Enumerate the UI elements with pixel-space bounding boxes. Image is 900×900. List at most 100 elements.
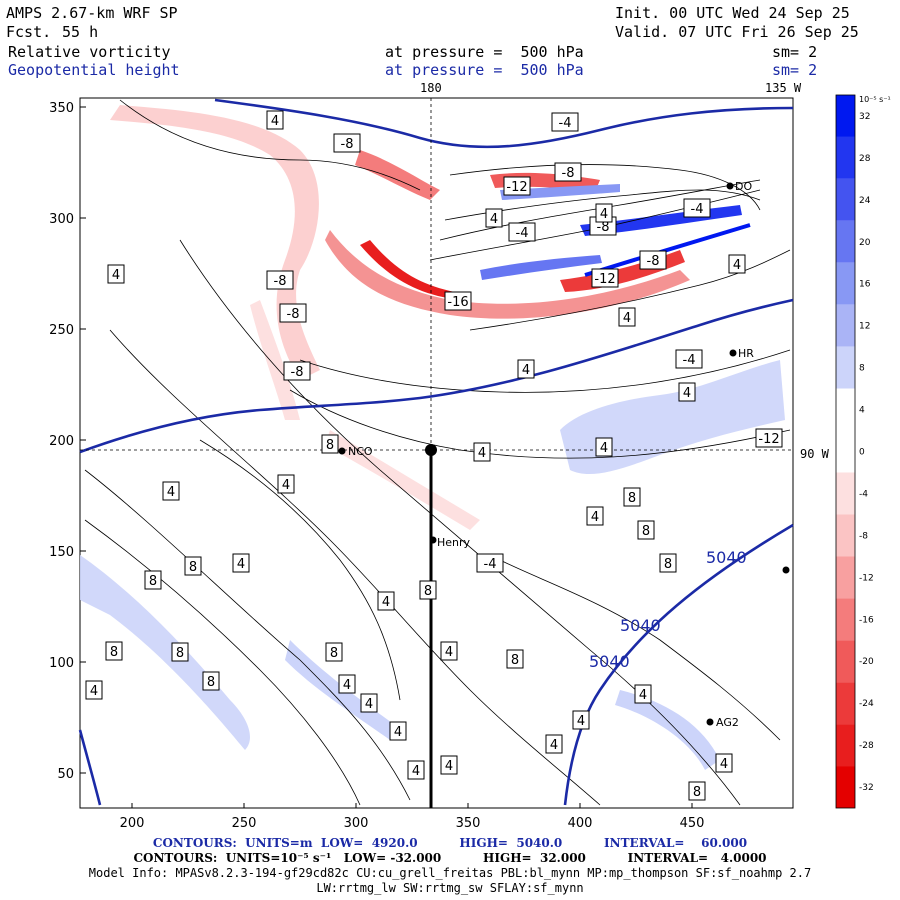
height-label: 5040 [589,652,630,671]
field1-pressure: at pressure = 500 hPa [385,43,584,61]
vorticity-label: -8 [597,220,610,235]
colorbar-label: -28 [859,741,874,751]
vorticity-label: -12 [758,432,779,447]
neg-vorticity-band [250,300,300,420]
vorticity-label-box [338,674,356,694]
vorticity-label-box [728,254,746,274]
vorticity-label-box [266,270,294,290]
vorticity-label: 4 [90,684,98,699]
vorticity-label-box [623,487,641,507]
y-tick-label: 50 [57,767,74,782]
pos-vorticity-band [615,690,720,770]
vorticity-label-box [85,680,103,700]
y-tick-label: 100 [49,656,74,671]
contour-line [449,164,761,211]
vorticity-label: -8 [274,274,287,289]
vorticity-label: -8 [647,254,660,269]
station-marker-nco [338,447,346,455]
pos-vorticity-band [560,360,785,475]
y-tick-label: 150 [49,545,74,560]
vorticity-label-box [545,734,563,754]
station-marker-hr [729,349,737,357]
vorticity-label-box [144,570,162,590]
colorbar-label: 16 [859,280,871,290]
vorticity-label-box [618,307,636,327]
vorticity-label: 4 [412,764,420,779]
vorticity-label: 8 [189,560,197,575]
contour-line [499,559,781,741]
vorticity-label-box [675,349,703,369]
vorticity-label-box [755,428,783,448]
vorticity-label: -8 [341,137,354,152]
colorbar-label: 20 [859,238,871,248]
height-contour [78,729,102,806]
vorticity-label: 4 [271,114,279,129]
colorbar-swatch [836,136,855,179]
vorticity-label: -4 [484,557,497,572]
forecast-hour: 55 h [62,23,99,41]
vorticity-label: 4 [591,510,599,525]
vorticity-label-box [659,553,677,573]
vorticity-label: 8 [326,438,334,453]
vorticity-label-box [506,649,524,669]
colorbar-label: -20 [859,657,874,667]
y-tick-label: 350 [49,101,74,116]
station-label-nco: NCO [348,445,373,458]
vorticity-label-box [637,520,655,540]
station-label-henry: Henry [437,536,471,549]
footer-vorticity-contours: CONTOURS: UNITS=10⁻⁵ s⁻¹ LOW= -32.000 HI… [133,851,767,865]
vorticity-label: 4 [600,441,608,456]
x-tick-label: 450 [680,816,705,831]
colorbar-label: 12 [859,322,870,332]
neg-vorticity-band [110,105,320,380]
colorbar-label: -4 [859,489,868,499]
vorticity-label-box [419,580,437,600]
vorticity-label-box [591,268,619,288]
vorticity-label: 4 [720,757,728,772]
vorticity-label-box [572,710,590,730]
colorbar-label: 4 [859,406,865,416]
vorticity-label-box [107,264,125,284]
vorticity-label: -8 [291,365,304,380]
colorbar-swatch [836,724,855,767]
vorticity-label: 8 [330,646,338,661]
contour-line [119,99,421,191]
vorticity-label-box [105,641,123,661]
vorticity-label-box [184,556,202,576]
vorticity-label-box [508,222,536,242]
colorbar-swatch [836,220,855,263]
contour-line [299,349,791,393]
vorticity-label: -8 [287,307,300,322]
vorticity-label-box [407,760,425,780]
pos-vorticity-band [500,184,620,200]
neg-vorticity-band [325,230,690,319]
valid-time: Valid. 07 UTC Fri 26 Sep 25 [615,23,859,41]
y-tick-label: 200 [49,434,74,449]
vorticity-label: 4 [343,678,351,693]
colorbar-label: 8 [859,364,865,374]
vorticity-label: 4 [550,738,558,753]
vorticity-label: -16 [447,295,468,310]
height-contour [79,298,794,454]
station-marker-do [726,182,734,190]
axes: 200 250 300 350 400 450 350 300 250 200 150 100 50 [49,101,704,831]
vorticity-label: 4 [577,714,585,729]
vorticity-label-box [678,382,696,402]
height-contour [214,98,794,149]
vorticity-label-box [688,781,706,801]
vorticity-label-box [266,110,284,130]
field2-smoothing: sm= 2 [772,61,818,79]
lon-label-135w: 135 W [765,81,802,95]
vorticity-label-box [325,642,343,662]
vorticity-label: -4 [516,226,529,241]
vorticity-label-box [517,359,535,379]
vorticity-label-box [485,208,503,228]
colorbar-frame [835,94,856,809]
vorticity-label-box [202,671,220,691]
colorbar-label: 0 [859,448,865,458]
south-pole-marker [425,444,437,456]
x-tick-label: 250 [232,816,257,831]
contour-line [199,439,401,701]
lon-label-180: 180 [420,81,442,95]
